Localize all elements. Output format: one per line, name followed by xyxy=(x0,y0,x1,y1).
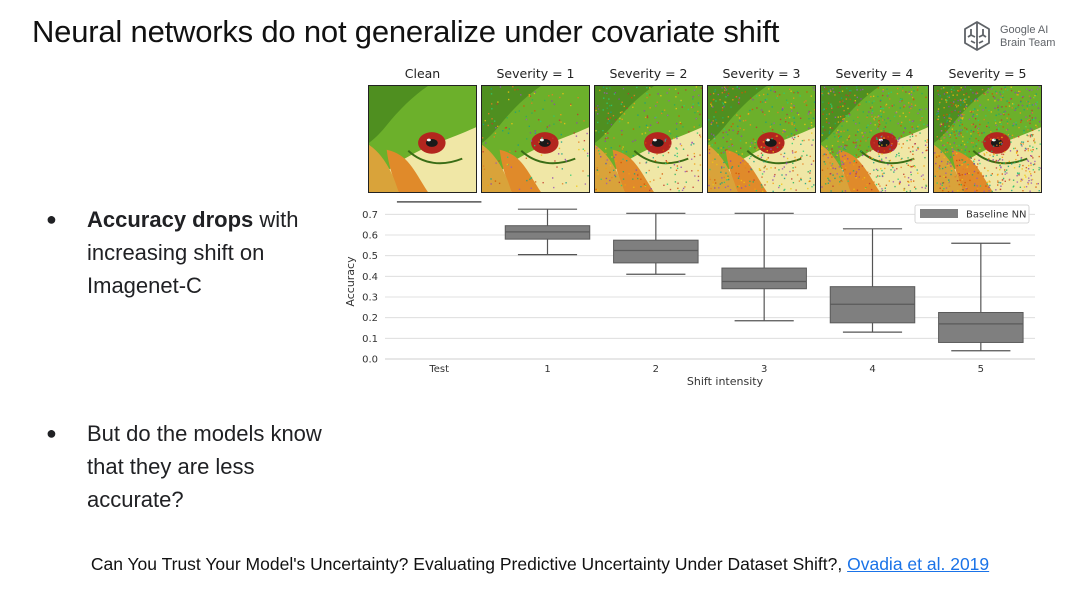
google-ai-brain-team-logo: Google AI Brain Team xyxy=(962,20,1072,54)
brain-team-icon xyxy=(964,21,990,51)
frog-image xyxy=(481,85,590,193)
x-tick-label: 4 xyxy=(869,364,875,375)
citation-link[interactable]: Ovadia et al. 2019 xyxy=(847,554,990,574)
x-tick-label: 3 xyxy=(761,364,767,375)
frog-image xyxy=(707,85,816,193)
x-tick-label: 2 xyxy=(653,364,659,375)
bullet-text: But do the models know that they are les… xyxy=(87,421,322,512)
accuracy-boxplot: 0.0 0.1 0.2 0.3 0.4 0.5 0.6 0.7 Test 1 2 3 4 5 Shift i… xyxy=(344,201,1035,388)
box-severity-4 xyxy=(829,228,916,333)
slide-title: Neural networks do not generalize under … xyxy=(32,14,780,49)
logo-line-1: Google AI xyxy=(1000,24,1049,36)
legend-swatch xyxy=(920,209,958,218)
bullet-dot: ● xyxy=(46,209,57,229)
citation-footer: Can You Trust Your Model's Uncertainty? … xyxy=(0,554,1080,575)
y-tick-label: 0.1 xyxy=(362,334,378,345)
y-tick-label: 0.5 xyxy=(362,251,378,262)
y-tick-label: 0.0 xyxy=(362,355,378,366)
thumbnail-label: Severity = 3 xyxy=(722,66,801,81)
citation-text: Can You Trust Your Model's Uncertainty? … xyxy=(90,554,843,574)
iqr-box xyxy=(721,267,807,290)
box-severity-5 xyxy=(938,242,1024,352)
y-tick-label: 0.7 xyxy=(362,210,378,221)
thumbnail-label: Clean xyxy=(404,66,441,81)
thumbnail-label: Severity = 4 xyxy=(835,66,914,81)
iqr-box xyxy=(938,312,1024,343)
frog-image xyxy=(594,85,703,193)
y-tick-label: 0.3 xyxy=(362,293,378,304)
logo-line-2: Brain Team xyxy=(1000,37,1056,49)
y-tick-label: 0.2 xyxy=(362,313,378,324)
y-tick-label: 0.6 xyxy=(362,231,378,242)
bullet-bold-text: Accuracy drops xyxy=(87,207,254,232)
frog-image xyxy=(933,85,1042,193)
y-tick-label: 0.4 xyxy=(362,272,378,283)
legend-label: Baseline NN xyxy=(966,210,1027,221)
x-tick-label: 5 xyxy=(978,364,984,375)
bullet-dot: ● xyxy=(46,423,57,443)
x-axis-label: Shift intensity xyxy=(687,375,764,388)
box-severity-1 xyxy=(504,208,591,256)
thumbnail-label: Severity = 5 xyxy=(948,66,1027,81)
box-severity-3 xyxy=(721,212,807,322)
x-tick-label: 1 xyxy=(544,364,550,375)
box-severity-2 xyxy=(613,212,699,275)
frog-image xyxy=(820,85,929,193)
frog-image xyxy=(368,85,477,193)
x-tick-label: Test xyxy=(428,364,449,375)
thumbnail-label: Severity = 1 xyxy=(496,66,575,81)
thumbnail-label: Severity = 2 xyxy=(609,66,688,81)
chart-legend: Baseline NN xyxy=(914,204,1030,224)
bullet-text: with increasing shift on Imagenet-C xyxy=(87,207,299,298)
iqr-box xyxy=(613,239,699,264)
y-axis-label: Accuracy xyxy=(344,256,357,307)
